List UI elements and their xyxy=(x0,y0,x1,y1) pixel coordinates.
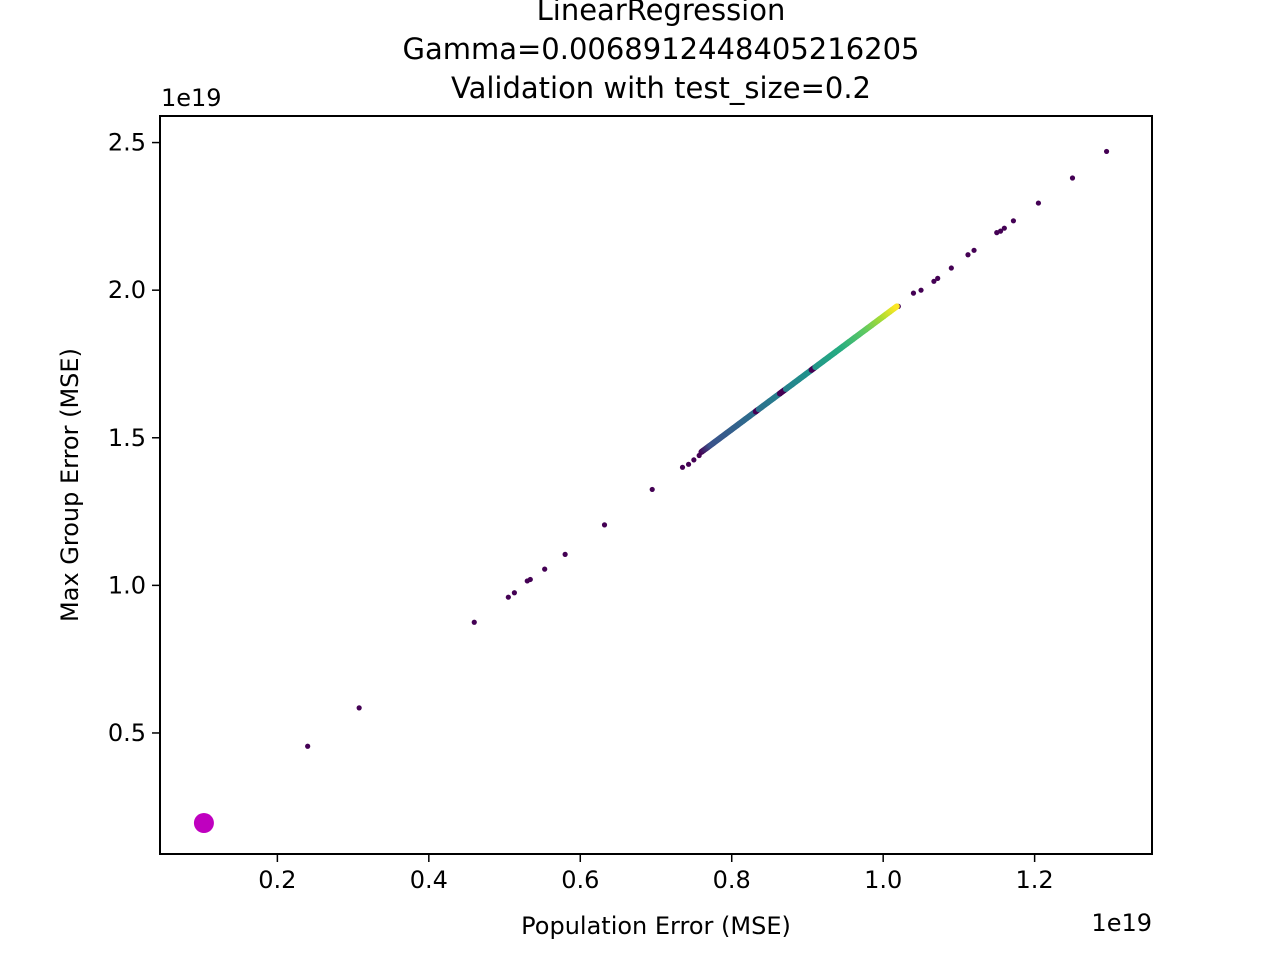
scatter-point xyxy=(1069,175,1076,181)
scatter-point xyxy=(1010,218,1017,224)
scatter-point xyxy=(679,464,686,470)
scatter-point xyxy=(965,252,971,258)
scatter-point xyxy=(649,486,655,493)
y-tick-label: 1.0 xyxy=(108,571,146,599)
x-tick-label: 1.2 xyxy=(1016,866,1054,894)
scatter-point xyxy=(918,287,924,293)
x-offset-label: 1e19 xyxy=(1091,909,1152,937)
scatter-point xyxy=(305,743,311,749)
scatter-point xyxy=(356,705,362,711)
scatter-point xyxy=(1103,148,1110,155)
scatter-point xyxy=(971,247,977,253)
x-tick-label: 0.6 xyxy=(561,866,599,894)
scatter-point xyxy=(527,576,533,583)
x-tick-label: 0.8 xyxy=(713,866,751,894)
scatter-point xyxy=(562,551,568,557)
scatter-point xyxy=(935,275,941,281)
y-axis-ticks: 0.5 1.0 1.5 2.0 2.5 xyxy=(108,129,160,747)
scatter-point xyxy=(997,228,1004,234)
highlight-point xyxy=(193,813,214,834)
dense-segment xyxy=(698,303,900,455)
scatter-point xyxy=(931,278,937,284)
dense-point xyxy=(893,303,900,310)
highlight-point-group xyxy=(193,813,214,834)
x-axis-label: Population Error (MSE) xyxy=(521,912,791,940)
scatter-point xyxy=(1035,200,1042,206)
x-tick-label: 1.0 xyxy=(864,866,902,894)
chart-title-line-2: Gamma=0.006891244840521620​5 xyxy=(402,32,919,66)
scatter-point xyxy=(910,290,917,296)
scatter-point xyxy=(948,265,954,271)
scatter-point xyxy=(1001,225,1007,231)
scatter-point xyxy=(691,457,697,463)
y-tick-label: 2.5 xyxy=(108,129,146,157)
y-axis-label: Max Group Error (MSE) xyxy=(56,348,84,622)
y-tick-label: 2.0 xyxy=(108,276,146,304)
y-offset-label: 1e19 xyxy=(161,84,222,112)
scatter-point xyxy=(471,619,477,625)
chart-title-line-1: LinearRegression xyxy=(537,0,786,27)
x-axis-ticks: 0.2 0.4 0.6 0.8 1.0 1.2 xyxy=(258,854,1054,894)
x-tick-label: 0.2 xyxy=(258,866,296,894)
scatter-point xyxy=(601,522,608,528)
y-tick-label: 1.5 xyxy=(108,424,146,452)
plot-area-frame xyxy=(159,115,1153,855)
scatter-point xyxy=(685,461,692,467)
scatter-point xyxy=(511,590,517,596)
scatter-point xyxy=(542,566,548,572)
y-tick-label: 0.5 xyxy=(108,719,146,747)
scatter-point xyxy=(505,594,511,600)
x-tick-label: 0.4 xyxy=(410,866,448,894)
chart-title-line-3: Validation with test_size=0.2 xyxy=(451,71,871,105)
